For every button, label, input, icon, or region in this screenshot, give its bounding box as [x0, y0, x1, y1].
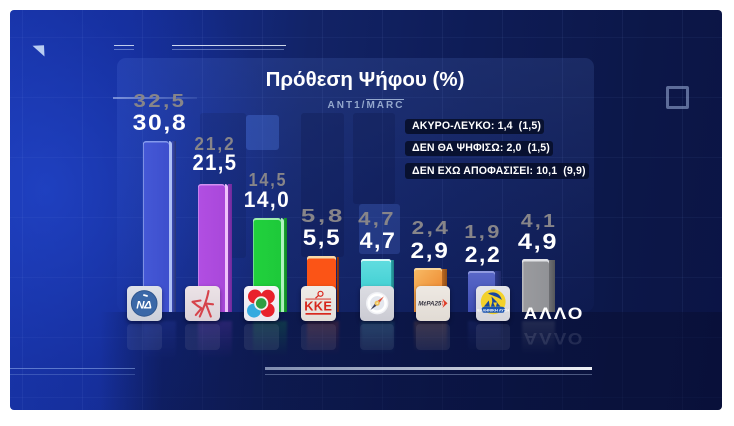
svg-text:ΕΛΛΗΝΙΚΗ ΛΥΣΗ: ΕΛΛΗΝΙΚΗ ΛΥΣΗ: [477, 308, 509, 313]
svg-text:ΜέΡΑ25: ΜέΡΑ25: [418, 301, 442, 308]
svg-text:KKE: KKE: [305, 299, 333, 314]
svg-text:ΝΔ: ΝΔ: [136, 300, 152, 312]
